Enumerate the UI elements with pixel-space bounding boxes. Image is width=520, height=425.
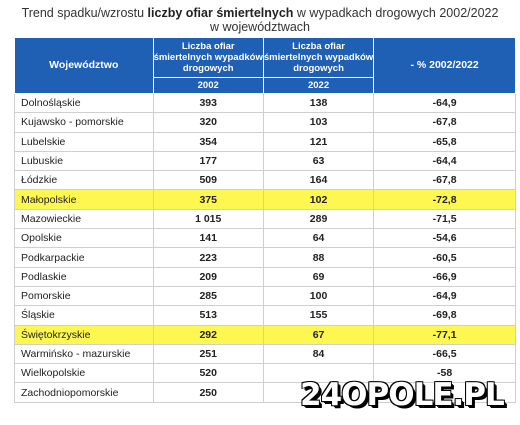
- value-2002-cell: 223: [152, 247, 264, 268]
- table-row: Podkarpackie 223 88 -60,5: [14, 247, 516, 268]
- value-2002-cell: 209: [152, 266, 264, 287]
- value-2002-cell: 375: [152, 189, 264, 210]
- pct-cell: -54,6: [373, 228, 516, 249]
- table-row: Zachodniopomorskie 250: [14, 382, 516, 403]
- table-row: Warmińsko - mazurskie 251 84 -66,5: [14, 343, 516, 365]
- table-row: Dolnośląskie 393 138 -64,9: [14, 92, 516, 114]
- table-body: Dolnośląskie 393 138 -64,9 Kujawsko - pomors…: [14, 92, 516, 403]
- value-2002-cell: 285: [152, 285, 264, 307]
- region-cell: Śląskie: [14, 305, 154, 326]
- region-cell: Podkarpackie: [14, 247, 154, 268]
- value-2022-cell: 155: [262, 305, 375, 326]
- value-2022-cell: [262, 382, 375, 403]
- pct-cell: -66,9: [373, 266, 516, 287]
- table-row: Lubuskie 177 63 -64,4: [14, 150, 516, 172]
- value-2002-cell: 177: [152, 150, 264, 172]
- region-cell: Opolskie: [14, 228, 154, 249]
- header-pct: - % 2002/2022: [373, 37, 516, 94]
- value-2002-cell: 393: [152, 92, 264, 114]
- region-cell: Małopolskie: [14, 189, 154, 210]
- header-region: Województwo: [14, 37, 154, 94]
- table-row: Kujawsko - pomorskie 320 103 -67,8: [14, 112, 516, 133]
- region-cell: Lubuskie: [14, 150, 154, 172]
- value-2002-cell: 292: [152, 324, 264, 345]
- value-2022-cell: 289: [262, 208, 375, 230]
- value-2022-cell: 138: [262, 92, 375, 114]
- table-row: Mazowieckie 1 015 289 -71,5: [14, 208, 516, 230]
- value-2002-cell: 520: [152, 363, 264, 384]
- table-row: Świętokrzyskie 292 67 -77,1: [14, 324, 516, 345]
- table-row: Śląskie 513 155 -69,8: [14, 305, 516, 326]
- pct-cell: -64,9: [373, 285, 516, 307]
- watermark-logo: 24OPOLE.PL: [300, 377, 505, 413]
- table-row: Lubelskie 354 121 -65,8: [14, 131, 516, 152]
- value-2002-cell: 250: [152, 382, 264, 403]
- table-row: Podlaskie 209 69 -66,9: [14, 266, 516, 287]
- value-2002-cell: 513: [152, 305, 264, 326]
- region-cell: Zachodniopomorskie: [14, 382, 154, 403]
- region-cell: Świętokrzyskie: [14, 324, 154, 345]
- pct-cell: -66,5: [373, 343, 516, 365]
- pct-cell: [373, 382, 516, 403]
- pct-cell: -69,8: [373, 305, 516, 326]
- title-prefix: Trend spadku/wzrostu: [21, 6, 148, 20]
- value-2002-cell: 251: [152, 343, 264, 365]
- pct-cell: -77,1: [373, 324, 516, 345]
- table-title: Trend spadku/wzrostu liczby ofiar śmiert…: [0, 6, 520, 34]
- pct-cell: -71,5: [373, 208, 516, 230]
- region-cell: Pomorskie: [14, 285, 154, 307]
- value-2002-cell: 354: [152, 131, 264, 152]
- header-2022-year: 2022: [263, 77, 374, 93]
- value-2002-cell: 320: [152, 112, 264, 133]
- pct-cell: -64,4: [373, 150, 516, 172]
- value-2002-cell: 1 015: [152, 208, 264, 230]
- pct-cell: -67,8: [373, 112, 516, 133]
- value-2022-cell: 69: [262, 266, 375, 287]
- title-line-2: w województwach: [209, 20, 311, 34]
- title-suffix: w wypadkach drogowych 2002/2022: [293, 6, 499, 20]
- title-bold: liczby ofiar śmiertelnych: [147, 6, 294, 20]
- value-2022-cell: 100: [262, 285, 375, 307]
- header-row: Województwo Liczba ofiar śmiertelnych wy…: [14, 37, 516, 94]
- header-2022: Liczba ofiar śmiertelnych wypadków drogo…: [262, 37, 375, 94]
- pct-cell: -67,8: [373, 170, 516, 191]
- header-2002: Liczba ofiar śmiertelnych wypadków drogo…: [152, 37, 264, 94]
- value-2002-cell: 509: [152, 170, 264, 191]
- region-cell: Wielkopolskie: [14, 363, 154, 384]
- title-line-1: Trend spadku/wzrostu liczby ofiar śmiert…: [0, 6, 520, 20]
- pct-cell: -72,8: [373, 189, 516, 210]
- table-row: Pomorskie 285 100 -64,9: [14, 285, 516, 307]
- pct-cell: -65,8: [373, 131, 516, 152]
- value-2022-cell: 63: [262, 150, 375, 172]
- pct-cell: -60,5: [373, 247, 516, 268]
- value-2022-cell: 103: [262, 112, 375, 133]
- value-2022-cell: 121: [262, 131, 375, 152]
- value-2002-cell: 141: [152, 228, 264, 249]
- region-cell: Łódzkie: [14, 170, 154, 191]
- table-row: Łódzkie 509 164 -67,8: [14, 170, 516, 191]
- header-2022-label: Liczba ofiar śmiertelnych wypadków drogo…: [263, 41, 374, 74]
- table-row: Opolskie 141 64 -54,6: [14, 228, 516, 249]
- value-2022-cell: 67: [262, 324, 375, 345]
- value-2022-cell: 84: [262, 343, 375, 365]
- value-2022-cell: 102: [262, 189, 375, 210]
- table-header: Województwo Liczba ofiar śmiertelnych wy…: [14, 37, 516, 94]
- region-cell: Mazowieckie: [14, 208, 154, 230]
- region-cell: Warmińsko - mazurskie: [14, 343, 154, 365]
- region-cell: Podlaskie: [14, 266, 154, 287]
- table-row: Małopolskie 375 102 -72,8: [14, 189, 516, 210]
- value-2022-cell: 164: [262, 170, 375, 191]
- region-cell: Lubelskie: [14, 131, 154, 152]
- header-2002-year: 2002: [153, 77, 263, 93]
- fatalities-table: Województwo Liczba ofiar śmiertelnych wy…: [14, 37, 516, 403]
- region-cell: Kujawsko - pomorskie: [14, 112, 154, 133]
- pct-cell: -64,9: [373, 92, 516, 114]
- value-2022-cell: 64: [262, 228, 375, 249]
- region-cell: Dolnośląskie: [14, 92, 154, 114]
- header-2002-label: Liczba ofiar śmiertelnych wypadków drogo…: [153, 41, 263, 74]
- value-2022-cell: 88: [262, 247, 375, 268]
